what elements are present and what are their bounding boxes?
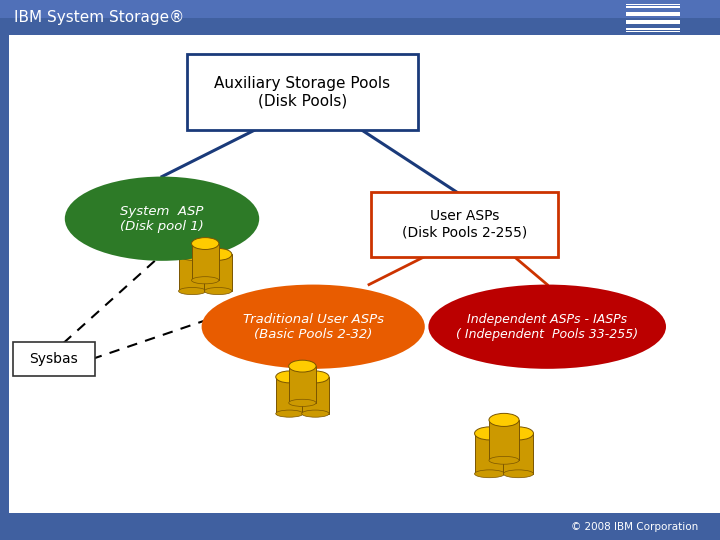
FancyBboxPatch shape bbox=[187, 54, 418, 130]
FancyBboxPatch shape bbox=[276, 377, 303, 414]
FancyBboxPatch shape bbox=[0, 35, 9, 513]
FancyBboxPatch shape bbox=[489, 420, 519, 460]
FancyBboxPatch shape bbox=[12, 342, 95, 376]
Text: Sysbas: Sysbas bbox=[30, 352, 78, 366]
FancyBboxPatch shape bbox=[626, 6, 680, 8]
Ellipse shape bbox=[289, 399, 316, 407]
FancyBboxPatch shape bbox=[192, 244, 219, 280]
FancyBboxPatch shape bbox=[503, 434, 534, 474]
Text: Auxiliary Storage Pools
(Disk Pools): Auxiliary Storage Pools (Disk Pools) bbox=[215, 76, 390, 108]
FancyBboxPatch shape bbox=[0, 513, 720, 540]
Text: Independent ASPs - IASPs
( Independent  Pools 33-255): Independent ASPs - IASPs ( Independent P… bbox=[456, 313, 638, 341]
Ellipse shape bbox=[302, 410, 329, 417]
FancyBboxPatch shape bbox=[626, 3, 680, 5]
Ellipse shape bbox=[474, 427, 505, 440]
Text: System  ASP
(Disk pool 1): System ASP (Disk pool 1) bbox=[120, 205, 204, 233]
Ellipse shape bbox=[204, 287, 232, 295]
Ellipse shape bbox=[65, 177, 259, 261]
FancyBboxPatch shape bbox=[626, 14, 680, 16]
Ellipse shape bbox=[179, 248, 206, 260]
Text: Traditional User ASPs
(Basic Pools 2-32): Traditional User ASPs (Basic Pools 2-32) bbox=[243, 313, 384, 341]
FancyBboxPatch shape bbox=[0, 35, 720, 513]
FancyBboxPatch shape bbox=[179, 254, 206, 291]
FancyBboxPatch shape bbox=[626, 22, 680, 24]
Ellipse shape bbox=[192, 276, 219, 284]
Ellipse shape bbox=[179, 287, 206, 295]
FancyBboxPatch shape bbox=[626, 30, 680, 32]
FancyBboxPatch shape bbox=[474, 434, 505, 474]
Text: User ASPs
(Disk Pools 2-255): User ASPs (Disk Pools 2-255) bbox=[402, 209, 527, 239]
Text: © 2008 IBM Corporation: © 2008 IBM Corporation bbox=[571, 522, 698, 531]
FancyBboxPatch shape bbox=[204, 254, 232, 291]
Text: IBM System Storage®: IBM System Storage® bbox=[14, 10, 185, 25]
Ellipse shape bbox=[192, 238, 219, 249]
FancyBboxPatch shape bbox=[626, 28, 680, 30]
Ellipse shape bbox=[276, 410, 303, 417]
FancyBboxPatch shape bbox=[626, 19, 680, 22]
FancyBboxPatch shape bbox=[626, 11, 680, 14]
Ellipse shape bbox=[489, 456, 519, 464]
Ellipse shape bbox=[474, 470, 505, 478]
FancyBboxPatch shape bbox=[302, 377, 329, 414]
Ellipse shape bbox=[503, 470, 534, 478]
Ellipse shape bbox=[202, 285, 425, 369]
Ellipse shape bbox=[302, 371, 329, 383]
Ellipse shape bbox=[204, 248, 232, 260]
Ellipse shape bbox=[503, 427, 534, 440]
Ellipse shape bbox=[489, 414, 519, 427]
FancyBboxPatch shape bbox=[289, 366, 316, 403]
FancyBboxPatch shape bbox=[0, 0, 720, 35]
FancyBboxPatch shape bbox=[0, 0, 720, 17]
Ellipse shape bbox=[276, 371, 303, 383]
FancyBboxPatch shape bbox=[371, 192, 558, 256]
Ellipse shape bbox=[428, 285, 666, 369]
Ellipse shape bbox=[289, 360, 316, 372]
